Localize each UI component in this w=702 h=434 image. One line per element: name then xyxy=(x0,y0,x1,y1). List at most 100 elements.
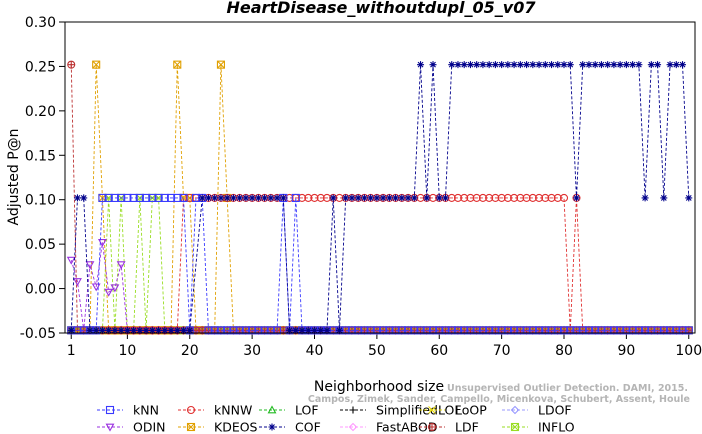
data-point xyxy=(666,61,674,69)
data-point xyxy=(604,61,612,69)
axis-ticks: 1 10 20 30 40 50 60 70 80 90 100 -0.05 0.00 0.05 0.10 0… xyxy=(20,15,702,359)
data-point xyxy=(460,193,469,202)
data-point xyxy=(105,423,115,432)
data-point xyxy=(541,193,550,202)
data-point xyxy=(204,326,213,335)
data-point xyxy=(91,283,101,292)
data-point xyxy=(423,194,431,202)
data-point xyxy=(560,61,568,69)
data-point xyxy=(541,326,550,335)
data-point xyxy=(478,326,487,335)
data-point xyxy=(503,326,512,335)
data-point xyxy=(510,405,520,415)
data-point xyxy=(410,326,419,335)
legend-item-inflo: INFLO xyxy=(502,420,575,434)
data-point xyxy=(80,194,88,202)
data-point xyxy=(516,61,524,69)
x-tick-label: 40 xyxy=(306,343,324,359)
data-point xyxy=(86,326,94,334)
data-point xyxy=(547,193,556,202)
data-point xyxy=(136,326,144,334)
data-point xyxy=(354,326,363,335)
data-point xyxy=(379,194,387,202)
data-point xyxy=(417,61,425,69)
data-point xyxy=(684,326,693,335)
data-point xyxy=(267,405,277,414)
data-point xyxy=(279,194,287,202)
data-point xyxy=(516,193,525,202)
data-point xyxy=(685,194,693,202)
y-tick-label: 0.05 xyxy=(25,237,56,253)
x-tick-label: 70 xyxy=(493,343,511,359)
series-cof xyxy=(67,61,693,334)
data-point xyxy=(453,326,463,335)
y-axis-label: Adjusted P@n xyxy=(6,128,22,225)
data-point xyxy=(135,193,144,202)
data-point xyxy=(548,61,556,69)
legend-label: SimplifiedLOF xyxy=(376,403,462,418)
data-point xyxy=(572,326,581,335)
legend-label: COF xyxy=(295,420,321,434)
data-point xyxy=(628,326,637,335)
data-point xyxy=(428,406,436,414)
legend-item-knnw: kNNW xyxy=(178,403,252,418)
data-point xyxy=(528,326,537,335)
data-point xyxy=(629,61,637,69)
data-point xyxy=(129,193,138,202)
data-point xyxy=(329,194,337,202)
data-point xyxy=(497,326,506,335)
data-point xyxy=(466,61,474,69)
data-point xyxy=(185,193,194,202)
data-point xyxy=(335,326,343,334)
data-point xyxy=(566,61,574,69)
data-point xyxy=(348,194,356,202)
data-point xyxy=(498,61,506,69)
legend-item-lof: LOF xyxy=(259,403,319,418)
data-point xyxy=(603,326,612,335)
legend-label: kNNW xyxy=(214,403,252,418)
chart-title: HeartDisease_withoutdupl_05_v07 xyxy=(227,0,537,17)
data-point xyxy=(547,326,556,335)
data-point xyxy=(510,422,520,432)
data-point xyxy=(217,194,225,202)
data-point xyxy=(416,326,425,335)
data-point xyxy=(485,61,493,69)
data-point xyxy=(641,326,650,335)
data-point xyxy=(497,193,506,202)
data-point xyxy=(448,61,456,69)
data-point xyxy=(160,193,169,202)
data-point xyxy=(479,61,487,69)
series-line xyxy=(71,197,689,331)
data-point xyxy=(510,326,519,335)
legend-item-simplifiedlof: SimplifiedLOF xyxy=(340,403,462,418)
data-point xyxy=(559,326,569,335)
data-point xyxy=(167,326,175,334)
data-point xyxy=(310,193,319,202)
data-point xyxy=(286,326,294,334)
data-point xyxy=(210,326,219,335)
series-inflo xyxy=(67,193,693,335)
data-point xyxy=(535,193,544,202)
data-point xyxy=(491,193,500,202)
legend-label: INFLO xyxy=(538,420,575,434)
data-point xyxy=(347,326,356,335)
data-point xyxy=(123,326,131,334)
data-point xyxy=(404,326,413,335)
data-point xyxy=(66,256,76,265)
legend-label: LDOF xyxy=(538,403,572,418)
data-point xyxy=(173,326,181,334)
data-point xyxy=(622,326,631,335)
legend-label: FastABOD xyxy=(376,420,438,434)
data-point xyxy=(647,61,655,69)
data-point xyxy=(634,326,643,335)
data-point xyxy=(553,326,562,335)
legend-label: LOF xyxy=(295,403,319,418)
data-point xyxy=(354,194,362,202)
legend-item-ldf: LDF xyxy=(419,420,479,434)
data-point xyxy=(678,326,687,335)
data-point xyxy=(142,326,150,334)
x-tick-label: 60 xyxy=(430,343,448,359)
data-point xyxy=(248,326,257,335)
y-tick-label: 0.10 xyxy=(25,193,56,209)
